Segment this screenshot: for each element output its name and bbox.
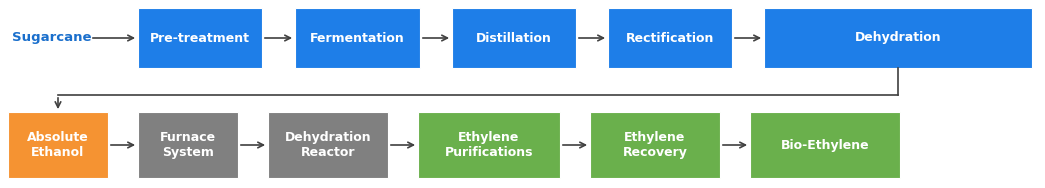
Text: Rectification: Rectification (626, 32, 714, 45)
Text: Absolute
Ethanol: Absolute Ethanol (27, 131, 89, 159)
Text: Ethylene
Purifications: Ethylene Purifications (445, 131, 533, 159)
Text: Pre-treatment: Pre-treatment (150, 32, 250, 45)
Text: Bio-Ethylene: Bio-Ethylene (781, 139, 869, 152)
FancyBboxPatch shape (138, 8, 262, 68)
FancyBboxPatch shape (295, 8, 420, 68)
Text: Fermentation: Fermentation (310, 32, 404, 45)
FancyBboxPatch shape (764, 8, 1032, 68)
FancyBboxPatch shape (8, 112, 108, 178)
Text: Furnace
System: Furnace System (160, 131, 216, 159)
FancyBboxPatch shape (452, 8, 576, 68)
Text: Dehydration
Reactor: Dehydration Reactor (284, 131, 371, 159)
FancyBboxPatch shape (608, 8, 731, 68)
FancyBboxPatch shape (268, 112, 388, 178)
Text: Ethylene
Recovery: Ethylene Recovery (623, 131, 688, 159)
Text: Sugarcane: Sugarcane (13, 32, 92, 45)
FancyBboxPatch shape (590, 112, 720, 178)
Text: Dehydration: Dehydration (855, 32, 942, 45)
FancyBboxPatch shape (418, 112, 560, 178)
FancyBboxPatch shape (138, 112, 238, 178)
FancyBboxPatch shape (750, 112, 900, 178)
Text: Distillation: Distillation (477, 32, 552, 45)
